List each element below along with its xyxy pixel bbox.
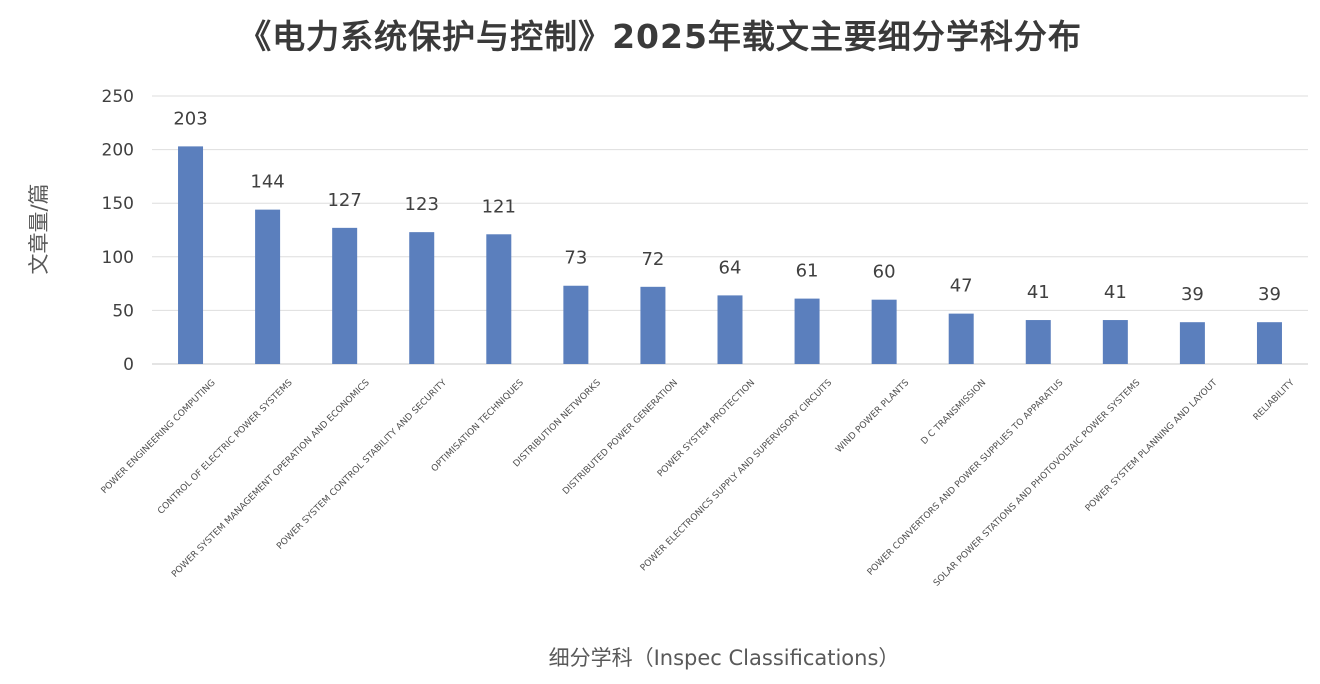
data-label: 64 (719, 257, 742, 278)
x-tick-label: RELIABILITY (1252, 378, 1297, 423)
y-tick-label: 100 (102, 248, 134, 268)
data-label: 203 (173, 108, 207, 129)
bar (409, 232, 435, 364)
data-label: 39 (1181, 284, 1204, 305)
y-tick-label: 200 (102, 141, 134, 161)
chart-title: 《电力系统保护与控制》2025年载文主要细分学科分布 (238, 17, 1082, 56)
bar (717, 295, 743, 364)
x-tick-label: CONTROL OF ELECTRIC POWER SYSTEMS (156, 378, 295, 517)
data-label: 39 (1258, 284, 1281, 305)
data-label: 121 (482, 196, 516, 217)
bar (794, 298, 820, 364)
data-label: 72 (641, 249, 664, 270)
data-label: 41 (1027, 282, 1050, 303)
data-label: 73 (564, 248, 587, 269)
data-labels: 203 144 127 123 121 73 72 64 61 60 47 41 41 39 39 (173, 108, 1281, 305)
bar (1025, 320, 1051, 364)
bar (178, 146, 204, 364)
y-tick-label: 50 (112, 301, 134, 321)
x-tick-label: D C TRANSMISSION (920, 378, 989, 447)
y-tick-label: 0 (123, 355, 134, 375)
bar (1256, 322, 1282, 364)
data-label: 41 (1104, 282, 1127, 303)
x-axis-title: 细分学科（Inspec Classifications） (549, 646, 900, 670)
y-axis-title: 文章量/篇 (27, 183, 51, 274)
data-label: 61 (796, 261, 819, 282)
bar (948, 313, 974, 364)
y-axis-ticks: 0 50 100 150 200 250 (102, 87, 134, 375)
x-tick-label: WIND POWER PLANTS (834, 378, 911, 455)
data-label: 127 (327, 190, 361, 211)
x-tick-label: OPTIMISATION TECHNIQUES (430, 378, 526, 474)
data-label: 123 (405, 194, 439, 215)
data-label: 47 (950, 276, 973, 297)
data-label: 60 (873, 262, 896, 283)
data-label: 144 (250, 172, 284, 193)
bar (332, 227, 358, 364)
x-tick-label: DISTRIBUTION NETWORKS (512, 378, 603, 469)
y-tick-label: 150 (102, 194, 134, 214)
x-tick-label: POWER ELECTRONICS SUPPLY AND SUPERVISORY… (639, 378, 835, 574)
bar (486, 234, 512, 364)
x-tick-label: POWER SYSTEM PLANNING AND LAYOUT (1084, 378, 1220, 514)
bar (1179, 322, 1205, 364)
bar (871, 299, 897, 364)
x-tick-label: POWER SYSTEM CONTROL STABILITY AND SECUR… (275, 378, 449, 552)
y-tick-label: 250 (102, 87, 134, 107)
bar (255, 209, 281, 364)
bar (1102, 320, 1128, 364)
bar (640, 286, 666, 364)
bar (563, 285, 589, 364)
bars (178, 146, 1282, 364)
